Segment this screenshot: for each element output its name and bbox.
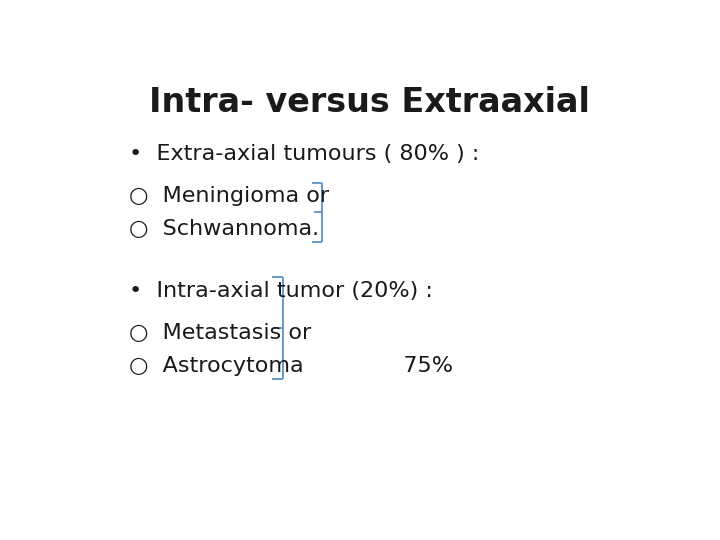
Text: •  Intra-axial tumor (20%) :: • Intra-axial tumor (20%) : xyxy=(129,281,433,301)
Text: •  Extra-axial tumours ( 80% ) :: • Extra-axial tumours ( 80% ) : xyxy=(129,144,480,164)
Text: ○  Metastasis or: ○ Metastasis or xyxy=(129,323,311,343)
Text: ○  Astrocytoma              75%: ○ Astrocytoma 75% xyxy=(129,356,453,376)
Text: ○  Schwannoma.: ○ Schwannoma. xyxy=(129,219,319,239)
Text: Intra- versus Extraaxial: Intra- versus Extraaxial xyxy=(148,85,590,119)
Text: ○  Meningioma or: ○ Meningioma or xyxy=(129,186,329,206)
